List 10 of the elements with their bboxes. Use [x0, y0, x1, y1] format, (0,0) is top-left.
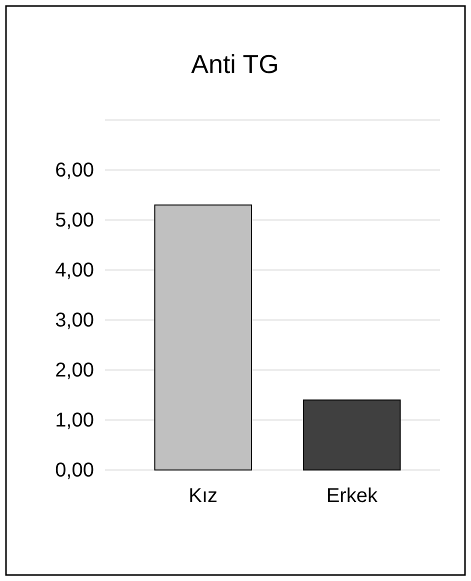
- y-tick-label: 2,00: [55, 359, 94, 382]
- y-tick-label: 5,00: [55, 209, 94, 232]
- y-tick-label: 0,00: [55, 459, 94, 482]
- x-tick-label: Kız: [188, 485, 218, 508]
- y-tick-label: 4,00: [55, 259, 94, 282]
- x-tick-label: Erkek: [326, 485, 378, 508]
- y-tick-label: 1,00: [55, 409, 94, 432]
- chart-title: Anti TG: [191, 49, 279, 79]
- y-tick-label: 3,00: [55, 309, 94, 332]
- y-tick-label: 6,00: [55, 159, 94, 182]
